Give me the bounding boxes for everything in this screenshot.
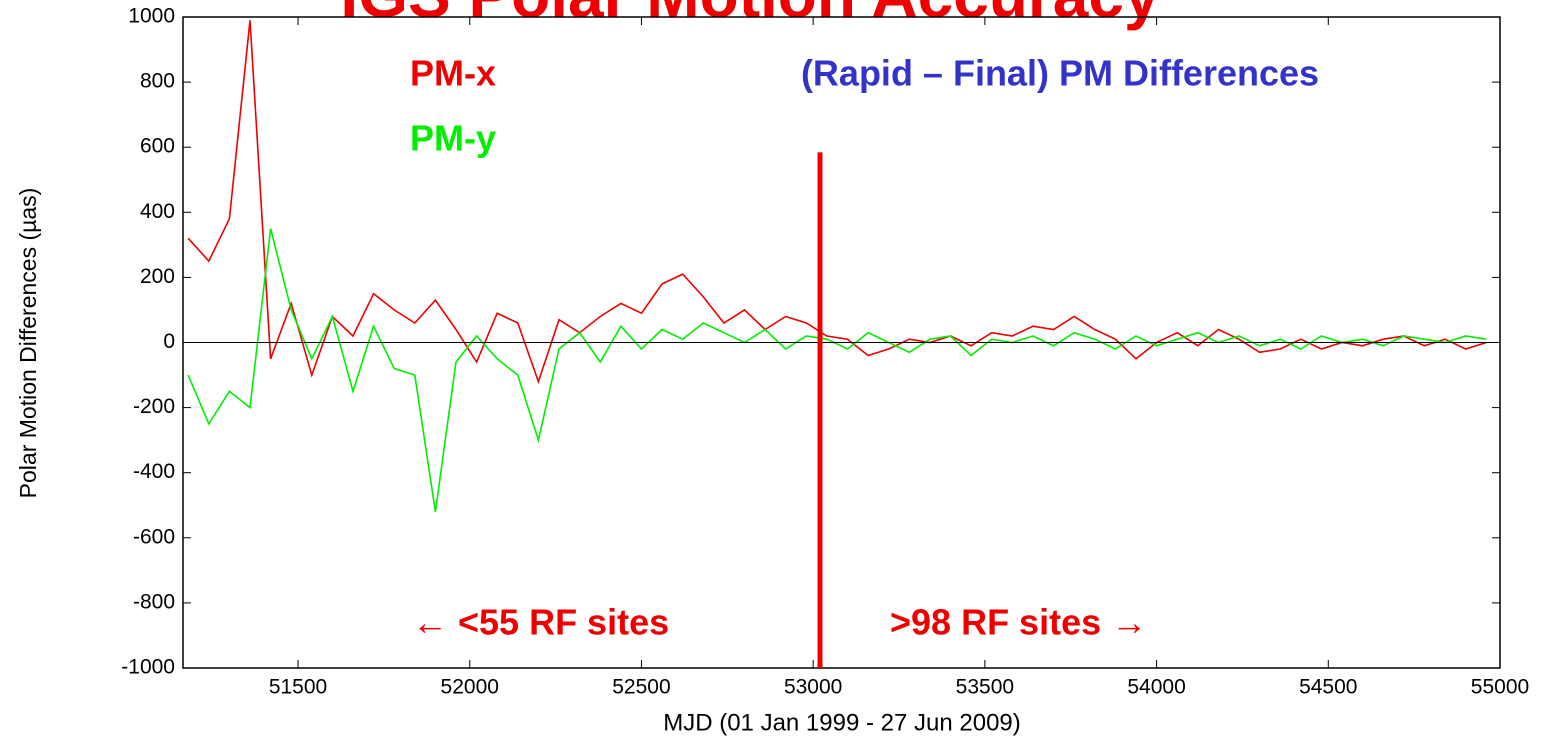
y-tick-label: 600: [140, 135, 175, 158]
chart-title: IGS Polar Motion Accuracy: [340, 0, 1160, 31]
x-tick-label: 54000: [1127, 676, 1185, 699]
y-tick-label: 1000: [128, 5, 175, 28]
x-tick-label: 52500: [612, 676, 670, 699]
chart-subtitle: (Rapid – Final) PM Differences: [801, 53, 1319, 94]
legend-label: PM-y: [410, 118, 496, 159]
x-tick-label: 53000: [784, 676, 842, 699]
x-tick-label: 54500: [1299, 676, 1357, 699]
y-axis-label: Polar Motion Differences (µas): [15, 188, 41, 499]
y-tick-label: -400: [133, 460, 175, 483]
x-tick-label: 55000: [1471, 676, 1529, 699]
x-tick-label: 53500: [956, 676, 1014, 699]
x-tick-label: 52000: [441, 676, 499, 699]
legend-label: PM-x: [410, 53, 496, 94]
annotation: >98 RF sites →: [890, 602, 1147, 643]
y-tick-label: -1000: [121, 656, 175, 679]
x-tick-label: 51500: [269, 676, 327, 699]
x-axis-label: MJD (01 Jan 1999 - 27 Jun 2009): [663, 709, 1021, 736]
series-line: [187, 228, 1487, 512]
annotation: ← <55 RF sites: [412, 602, 669, 643]
y-tick-label: 800: [140, 70, 175, 93]
y-tick-label: -200: [133, 395, 175, 418]
y-tick-label: -800: [133, 590, 175, 613]
y-tick-label: 400: [140, 200, 175, 223]
series-line: [187, 20, 1487, 385]
y-tick-label: 0: [163, 330, 175, 353]
y-tick-label: -600: [133, 525, 175, 548]
y-tick-label: 200: [140, 265, 175, 288]
